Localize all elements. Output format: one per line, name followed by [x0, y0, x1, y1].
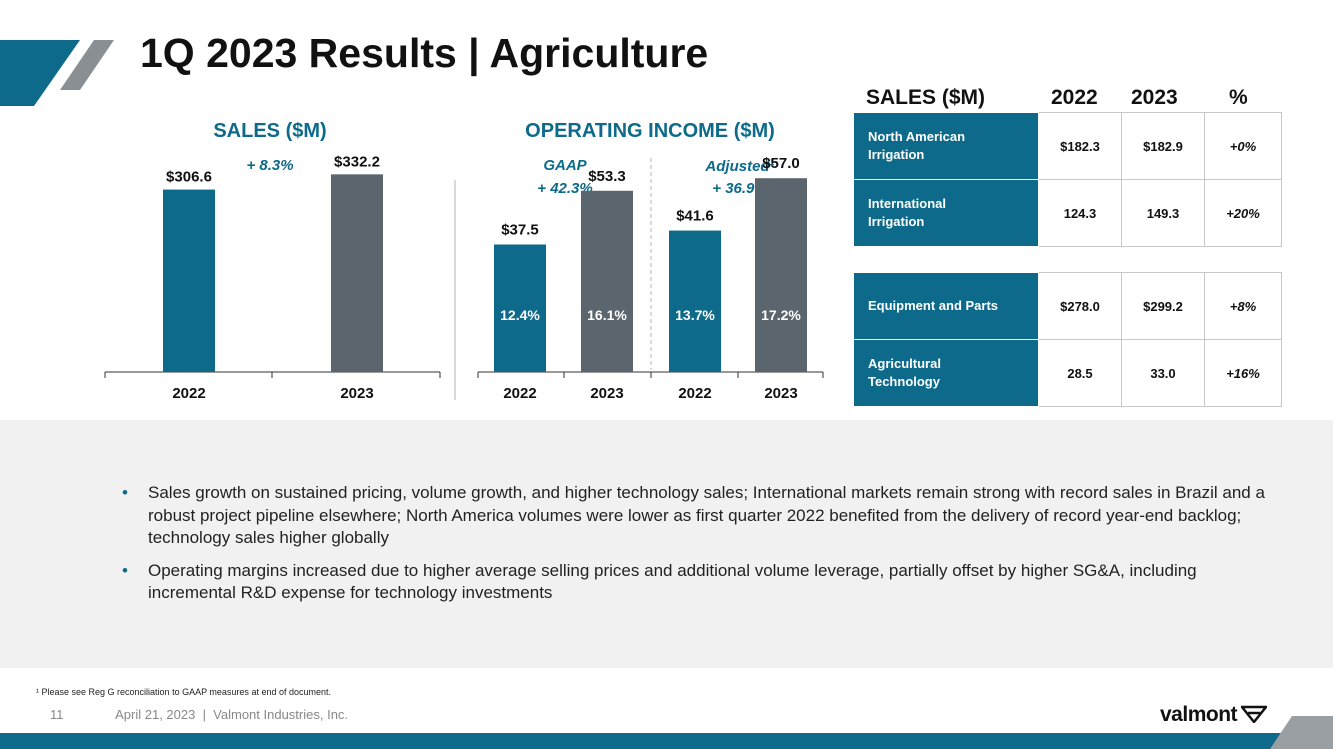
oi-value-label: $41.6 — [676, 208, 714, 225]
gaap-label: GAAP — [543, 157, 587, 174]
table-row: Agricultural Technology 28.5 33.0 +16% — [853, 339, 1282, 407]
sales-category-label: 2022 — [172, 385, 205, 402]
segment-label-line: North American — [868, 129, 966, 144]
oi-category-label: 2023 — [590, 385, 623, 402]
bullet-text: Sales growth on sustained pricing, volum… — [148, 483, 1265, 547]
sales-category-label: 2023 — [340, 385, 373, 402]
oi-margin-label: 16.1% — [587, 307, 627, 323]
footer-bar — [0, 733, 1333, 749]
sales-chart-heading: SALES ($M) — [213, 120, 327, 142]
footer-date-company: April 21, 2023 | Valmont Industries, Inc… — [115, 707, 349, 722]
adjusted-footnote-marker: 1 — [769, 157, 775, 167]
page-title: 1Q 2023 Results | Agriculture — [140, 30, 709, 76]
sales-bar — [163, 189, 215, 372]
sales-value-label: $306.6 — [166, 169, 212, 186]
value-pct: +0% — [1204, 112, 1282, 180]
segment-label-line: Technology — [868, 374, 940, 389]
bullet-text: Operating margins increased due to highe… — [148, 560, 1197, 603]
list-item: • Sales growth on sustained pricing, volu… — [118, 482, 1268, 550]
footer: 11 April 21, 2023 | Valmont Industries, … — [50, 707, 348, 722]
value-2023: 149.3 — [1121, 179, 1205, 247]
oi-category-label: 2023 — [764, 385, 797, 402]
commentary-bullets: • Sales growth on sustained pricing, volu… — [118, 482, 1268, 615]
sales-bar — [331, 174, 383, 372]
segment-table-header: SALES ($M) 2022 2023 % — [853, 86, 1279, 112]
table-header-2022: 2022 — [1051, 86, 1098, 109]
value-pct: +20% — [1204, 179, 1282, 247]
table-header-sales: SALES ($M) — [866, 86, 986, 109]
table-row: North American Irrigation $182.3 $182.9 +… — [853, 112, 1282, 180]
segment-label: International Irrigation — [853, 179, 1039, 247]
oi-bar — [669, 230, 721, 372]
page-number: 11 — [50, 707, 64, 722]
oi-category-label: 2022 — [503, 385, 536, 402]
oi-bar — [581, 190, 633, 372]
segment-label-line: Agricultural — [868, 356, 941, 371]
valmont-mark-icon — [1239, 705, 1269, 725]
table-row: Equipment and Parts $278.0 $299.2 +8% — [853, 272, 1282, 340]
footnote: ¹ Please see Reg G reconciliation to GAA… — [36, 687, 331, 697]
oi-margin-label: 17.2% — [761, 307, 801, 323]
valmont-logo: valmont — [1160, 703, 1269, 727]
oi-bar — [494, 244, 546, 372]
value-pct: +8% — [1204, 272, 1282, 340]
header-accent-shapes — [0, 40, 114, 106]
oi-category-label: 2022 — [678, 385, 711, 402]
segment-label: Equipment and Parts — [853, 272, 1039, 340]
sales-growth: + 8.3% — [246, 157, 294, 174]
segment-label: North American Irrigation — [853, 112, 1039, 180]
adjusted-growth: + 36.9% — [712, 180, 768, 197]
charts-canvas: $306.6 2022 $332.2 2023 $37.5 12.4% 2022 $53.3 1… — [104, 153, 824, 402]
bullet-panel-background — [0, 420, 1333, 668]
logo-wordmark: valmont — [1160, 703, 1238, 726]
segment-table-equipment: Equipment and Parts $278.0 $299.2 +8% Ag… — [853, 272, 1282, 407]
segment-label-line: Irrigation — [868, 147, 925, 162]
oi-value-label: $57.0 — [762, 155, 800, 172]
segment-label-line: Equipment and Parts — [868, 298, 999, 313]
adjusted-label: Adjusted1 — [675, 157, 805, 175]
list-item: • Operating margins increased due to high… — [118, 560, 1268, 605]
oi-bar — [755, 178, 807, 372]
segment-label-line: International — [868, 196, 947, 211]
value-2023: 33.0 — [1121, 339, 1205, 407]
segment-table-irrigation: North American Irrigation $182.3 $182.9 +… — [853, 112, 1282, 247]
oi-value-label: $53.3 — [588, 168, 626, 185]
value-2022: $182.3 — [1038, 112, 1122, 180]
table-header-pct: % — [1229, 86, 1248, 109]
bullet-dot-icon: • — [122, 560, 128, 580]
value-2023: $182.9 — [1121, 112, 1205, 180]
table-header-2023: 2023 — [1131, 86, 1178, 109]
gaap-growth: + 42.3% — [537, 180, 593, 197]
adjusted-label-text: Adjusted — [705, 158, 770, 175]
oi-value-label: $37.5 — [501, 222, 539, 239]
value-2022: 28.5 — [1038, 339, 1122, 407]
oi-margin-label: 13.7% — [675, 307, 715, 323]
value-2022: 124.3 — [1038, 179, 1122, 247]
sales-value-label: $332.2 — [334, 153, 380, 170]
oi-margin-label: 12.4% — [500, 307, 540, 323]
value-2023: $299.2 — [1121, 272, 1205, 340]
oi-chart-heading: OPERATING INCOME ($M) — [525, 120, 775, 142]
bullet-dot-icon: • — [122, 483, 128, 502]
value-2022: $278.0 — [1038, 272, 1122, 340]
value-pct: +16% — [1204, 339, 1282, 407]
footer-accent-shape — [1270, 716, 1333, 749]
segment-label-line: Irrigation — [868, 214, 925, 229]
table-row: International Irrigation 124.3 149.3 +20% — [853, 179, 1282, 247]
segment-label: Agricultural Technology — [853, 339, 1039, 407]
